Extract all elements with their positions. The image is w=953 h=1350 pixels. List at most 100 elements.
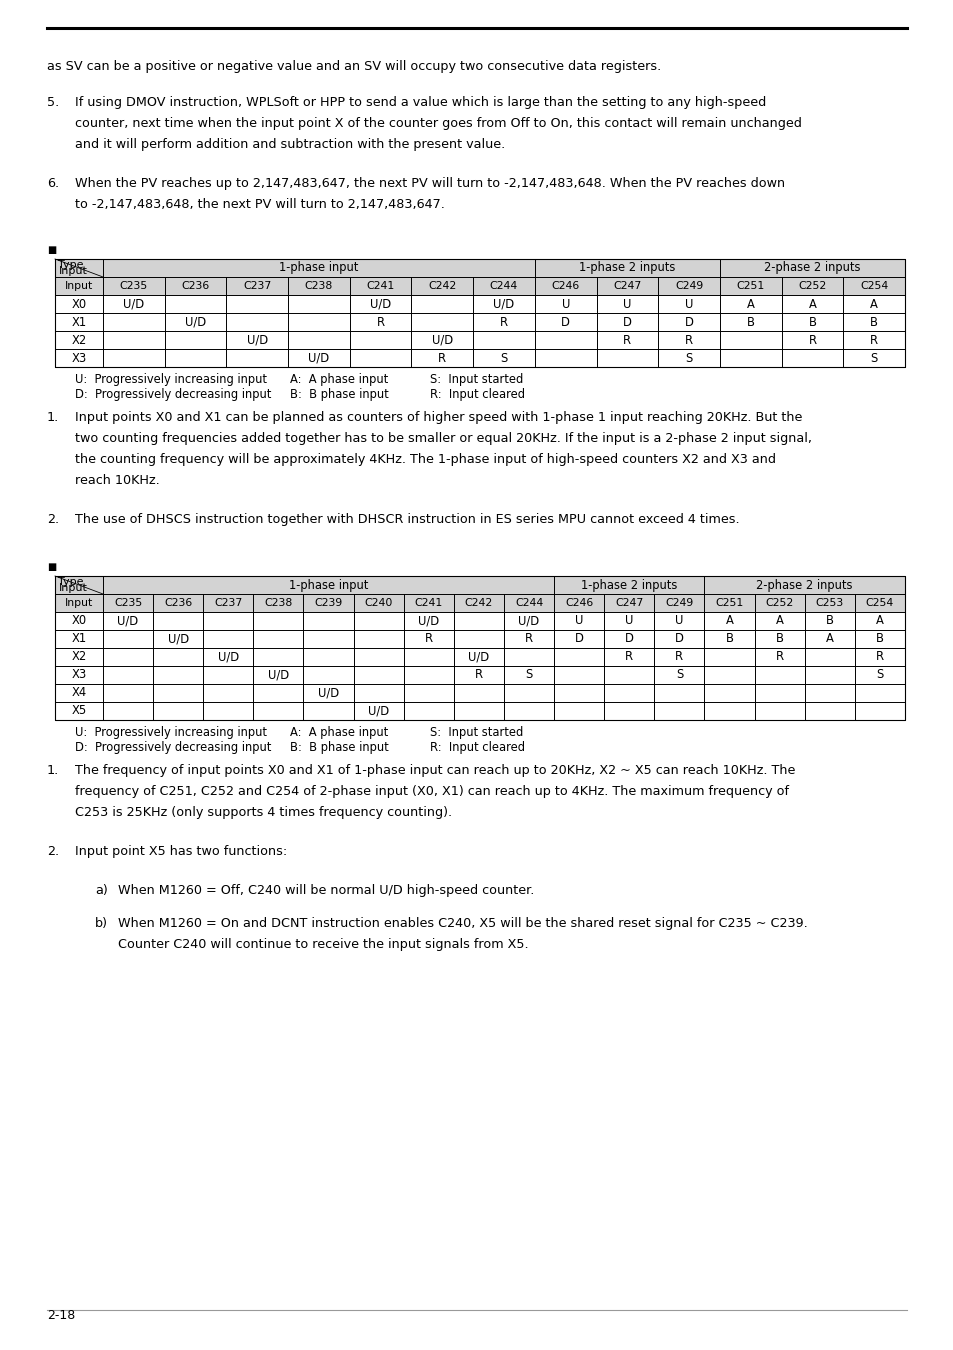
Text: U/D: U/D bbox=[168, 633, 189, 645]
Text: B: B bbox=[825, 614, 833, 628]
Text: reach 10KHz.: reach 10KHz. bbox=[75, 474, 159, 487]
Text: R: R bbox=[475, 668, 482, 682]
Text: If using DMOV instruction, WPLSoft or HPP to send a value which is large than th: If using DMOV instruction, WPLSoft or HP… bbox=[75, 96, 765, 109]
Text: R: R bbox=[875, 651, 883, 663]
Text: to -2,147,483,648, the next PV will turn to 2,147,483,647.: to -2,147,483,648, the next PV will turn… bbox=[75, 198, 444, 211]
Text: R: R bbox=[869, 333, 878, 347]
Text: C247: C247 bbox=[613, 281, 640, 292]
Text: Input: Input bbox=[59, 583, 88, 593]
Text: U/D: U/D bbox=[268, 668, 289, 682]
Text: R: R bbox=[775, 651, 783, 663]
Text: X1: X1 bbox=[71, 316, 87, 328]
Text: S: S bbox=[500, 351, 507, 364]
Text: B: B bbox=[725, 633, 733, 645]
Text: C251: C251 bbox=[736, 281, 764, 292]
Text: frequency of C251, C252 and C254 of 2-phase input (X0, X1) can reach up to 4KHz.: frequency of C251, C252 and C254 of 2-ph… bbox=[75, 784, 788, 798]
Text: U: U bbox=[624, 614, 633, 628]
Text: A: A bbox=[746, 297, 754, 310]
Text: U: U bbox=[684, 297, 693, 310]
Text: C249: C249 bbox=[674, 281, 702, 292]
Text: C241: C241 bbox=[415, 598, 442, 608]
Text: D:  Progressively decreasing input: D: Progressively decreasing input bbox=[75, 387, 271, 401]
Text: S: S bbox=[870, 351, 877, 364]
Text: A: A bbox=[725, 614, 733, 628]
Text: A: A bbox=[875, 614, 882, 628]
Text: X0: X0 bbox=[71, 297, 87, 310]
Bar bbox=[55, 277, 904, 296]
Text: U: U bbox=[575, 614, 583, 628]
Text: B: B bbox=[875, 633, 883, 645]
Text: D: D bbox=[622, 316, 631, 328]
Text: X5: X5 bbox=[71, 705, 87, 717]
Text: C239: C239 bbox=[314, 598, 342, 608]
Text: S:  Input started: S: Input started bbox=[430, 726, 522, 738]
Text: When the PV reaches up to 2,147,483,647, the next PV will turn to -2,147,483,648: When the PV reaches up to 2,147,483,647,… bbox=[75, 177, 784, 190]
Text: U/D: U/D bbox=[317, 687, 338, 699]
Text: A:  A phase input: A: A phase input bbox=[290, 373, 388, 386]
Text: R: R bbox=[376, 316, 384, 328]
Text: C235: C235 bbox=[113, 598, 142, 608]
Text: U/D: U/D bbox=[370, 297, 391, 310]
Text: U:  Progressively increasing input: U: Progressively increasing input bbox=[75, 373, 267, 386]
Text: 2-phase 2 inputs: 2-phase 2 inputs bbox=[756, 579, 852, 591]
Text: X4: X4 bbox=[71, 687, 87, 699]
Text: S:  Input started: S: Input started bbox=[430, 373, 522, 386]
Text: Input: Input bbox=[65, 281, 93, 292]
Text: C236: C236 bbox=[164, 598, 193, 608]
Text: Input point X5 has two functions:: Input point X5 has two functions: bbox=[75, 845, 287, 859]
Text: C238: C238 bbox=[304, 281, 333, 292]
Text: 1-phase 2 inputs: 1-phase 2 inputs bbox=[580, 579, 677, 591]
Text: When M1260 = On and DCNT instruction enables C240, X5 will be the shared reset s: When M1260 = On and DCNT instruction ena… bbox=[118, 917, 807, 930]
Text: counter, next time when the input point X of the counter goes from Off to On, th: counter, next time when the input point … bbox=[75, 117, 801, 130]
Text: S: S bbox=[525, 668, 532, 682]
Bar bbox=[55, 259, 904, 367]
Text: The frequency of input points X0 and X1 of 1-phase input can reach up to 20KHz, : The frequency of input points X0 and X1 … bbox=[75, 764, 795, 778]
Text: 2.: 2. bbox=[47, 513, 59, 526]
Text: C253: C253 bbox=[815, 598, 843, 608]
Text: C251: C251 bbox=[715, 598, 743, 608]
Text: B: B bbox=[807, 316, 816, 328]
Text: 2-phase 2 inputs: 2-phase 2 inputs bbox=[763, 262, 860, 274]
Text: C241: C241 bbox=[366, 281, 395, 292]
Text: C254: C254 bbox=[865, 598, 893, 608]
Text: D: D bbox=[560, 316, 570, 328]
Text: D: D bbox=[675, 633, 683, 645]
Text: 1.: 1. bbox=[47, 764, 59, 778]
Text: Input: Input bbox=[59, 266, 88, 275]
Text: C246: C246 bbox=[551, 281, 579, 292]
Text: U/D: U/D bbox=[493, 297, 514, 310]
Text: C242: C242 bbox=[428, 281, 456, 292]
Text: R: R bbox=[524, 633, 533, 645]
Text: U/D: U/D bbox=[368, 705, 389, 717]
Text: 1-phase input: 1-phase input bbox=[289, 579, 368, 591]
Text: C247: C247 bbox=[615, 598, 642, 608]
Text: C237: C237 bbox=[243, 281, 271, 292]
Bar bbox=[55, 594, 904, 612]
Text: B: B bbox=[869, 316, 877, 328]
Text: Input: Input bbox=[65, 598, 93, 608]
Text: 2-18: 2-18 bbox=[47, 1310, 75, 1322]
Text: C236: C236 bbox=[181, 281, 210, 292]
Text: D: D bbox=[574, 633, 583, 645]
Text: Type: Type bbox=[58, 576, 84, 587]
Text: 2.: 2. bbox=[47, 845, 59, 859]
Text: R: R bbox=[675, 651, 682, 663]
Text: two counting frequencies added together has to be smaller or equal 20KHz. If the: two counting frequencies added together … bbox=[75, 432, 811, 446]
Text: U: U bbox=[675, 614, 683, 628]
Text: B: B bbox=[775, 633, 782, 645]
Text: ■: ■ bbox=[47, 562, 56, 572]
Text: R: R bbox=[684, 333, 693, 347]
Text: and it will perform addition and subtraction with the present value.: and it will perform addition and subtrac… bbox=[75, 138, 505, 151]
Text: R: R bbox=[622, 333, 631, 347]
Text: C244: C244 bbox=[515, 598, 542, 608]
Text: C244: C244 bbox=[489, 281, 517, 292]
Text: 5.: 5. bbox=[47, 96, 59, 109]
Text: C235: C235 bbox=[119, 281, 148, 292]
Text: A: A bbox=[825, 633, 833, 645]
Text: C237: C237 bbox=[214, 598, 242, 608]
Text: B: B bbox=[746, 316, 754, 328]
Text: U/D: U/D bbox=[117, 614, 138, 628]
Text: C240: C240 bbox=[364, 598, 393, 608]
Text: 6.: 6. bbox=[47, 177, 59, 190]
Text: C238: C238 bbox=[264, 598, 293, 608]
